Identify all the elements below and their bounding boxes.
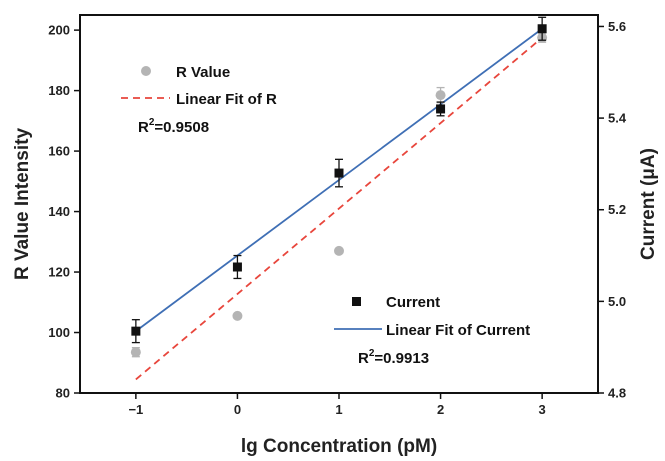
y-left-tick-label: 100 bbox=[48, 325, 70, 340]
x-tick-label: 1 bbox=[335, 402, 342, 417]
legend-current: Current Linear Fit of Current R2=0.9913 bbox=[334, 294, 530, 367]
y-axis-left-title: R Value Intensity bbox=[12, 128, 33, 280]
y-left-tick-label: 160 bbox=[48, 144, 70, 159]
legend-r: R Value Linear Fit of R R2=0.9508 bbox=[121, 64, 277, 136]
y-left-tick-label: 120 bbox=[48, 265, 70, 280]
r-value-point bbox=[232, 310, 243, 321]
r-value-point bbox=[334, 245, 344, 256]
legend-r-value-label: R Value bbox=[176, 64, 230, 81]
r-value-point bbox=[130, 347, 141, 358]
current-point bbox=[334, 168, 344, 178]
legend-current-label: Current bbox=[386, 294, 440, 311]
y-right-tick-label: 4.8 bbox=[608, 386, 626, 401]
r-squared-r: R2=0.9508 bbox=[138, 117, 209, 136]
y-right-tick-label: 5.0 bbox=[608, 294, 626, 309]
fit-line-r bbox=[135, 36, 543, 381]
x-tick-label: 3 bbox=[539, 402, 546, 417]
current-point bbox=[232, 262, 242, 272]
current-point bbox=[131, 326, 141, 336]
legend-current-marker bbox=[352, 297, 361, 306]
current-point bbox=[537, 24, 547, 34]
ticks-layer: −1 0 1 2 3 80 100 120 140 160 180 200 4.8 5.0 5.2 5.4 5.… bbox=[48, 19, 627, 417]
x-tick-label: 0 bbox=[234, 402, 241, 417]
current-point bbox=[436, 104, 446, 114]
y-left-tick-label: 140 bbox=[48, 204, 70, 219]
legend-r-value-marker bbox=[141, 66, 151, 76]
r-squared-current: R2=0.9913 bbox=[358, 348, 429, 367]
y-axis-right-title: Current (μA) bbox=[638, 148, 659, 260]
x-tick-label: −1 bbox=[128, 402, 143, 417]
y-left-tick-label: 200 bbox=[48, 23, 70, 38]
legend-r-fit-label: Linear Fit of R bbox=[176, 91, 277, 108]
y-right-tick-label: 5.2 bbox=[608, 202, 626, 217]
y-right-tick-label: 5.6 bbox=[608, 19, 626, 34]
x-tick-label: 2 bbox=[437, 402, 444, 417]
x-axis-title: lg Concentration (pM) bbox=[241, 436, 437, 457]
y-right-tick-label: 5.4 bbox=[608, 111, 627, 126]
r-value-point bbox=[435, 90, 446, 101]
legend-current-fit-label: Linear Fit of Current bbox=[386, 322, 530, 339]
data-points bbox=[130, 16, 548, 358]
y-left-tick-label: 180 bbox=[48, 83, 70, 98]
y-left-tick-label: 80 bbox=[56, 386, 70, 401]
